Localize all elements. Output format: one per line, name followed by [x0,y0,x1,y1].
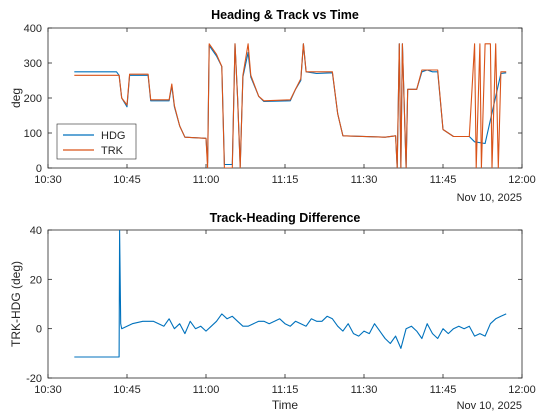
bottom-axis-ticks: 10:30 10:45 11:00 11:15 11:30 11:45 12:00 -20 0 2… [26,225,536,396]
x-tick-label: 12:00 [508,384,536,396]
series-line-chart1-series0 [74,230,507,358]
top-chart: Heading & Track vs Time 10:30 10:45 11:00 1… [9,8,536,204]
bottom-chart-title: Track-Heading Difference [210,211,361,225]
x-tick-label: 11:45 [430,174,457,186]
legend-label-hdg: HDG [101,130,125,142]
y-tick-label: 200 [24,93,42,105]
x-tick-label: 10:30 [34,174,62,186]
y-tick-label: 0 [36,324,42,336]
y-tick-label: 20 [30,274,42,286]
y-tick-label: 40 [30,225,42,237]
x-tick-label: 11:45 [430,384,457,396]
top-y-axis-label: deg [9,88,23,108]
series-line-trk [74,43,507,168]
legend-box [56,123,137,160]
bottom-chart: Track-Heading Difference 10:30 10:45 11:00… [9,211,536,412]
top-date-label: Nov 10, 2025 [457,192,522,204]
x-tick-label: 12:00 [508,174,536,186]
x-tick-label: 10:45 [113,384,141,396]
x-tick-label: 11:30 [351,384,378,396]
x-tick-label: 10:45 [113,174,141,186]
y-tick-label: -20 [26,373,42,385]
y-tick-label: 300 [24,58,42,70]
top-chart-title: Heading & Track vs Time [211,8,359,22]
top-axis-ticks: 10:30 10:45 11:00 11:15 11:30 11:45 12:00 0 100 2… [24,23,536,186]
y-tick-label: 400 [24,23,42,35]
bottom-series-group [74,230,507,358]
bottom-x-axis-label: Time [272,398,299,412]
legend: HDG TRK [56,123,137,160]
bottom-date-label: Nov 10, 2025 [457,400,522,412]
x-tick-label: 11:00 [193,384,220,396]
x-tick-label: 10:30 [34,384,62,396]
y-tick-label: 100 [24,128,42,140]
x-tick-label: 11:15 [272,384,299,396]
x-tick-label: 11:15 [272,174,299,186]
legend-label-trk: TRK [101,145,124,157]
x-tick-label: 11:30 [351,174,378,186]
top-series-group [74,43,507,168]
bottom-y-axis-label: TRK-HDG (deg) [9,261,23,347]
x-tick-label: 11:00 [193,174,220,186]
y-tick-label: 0 [36,163,42,175]
